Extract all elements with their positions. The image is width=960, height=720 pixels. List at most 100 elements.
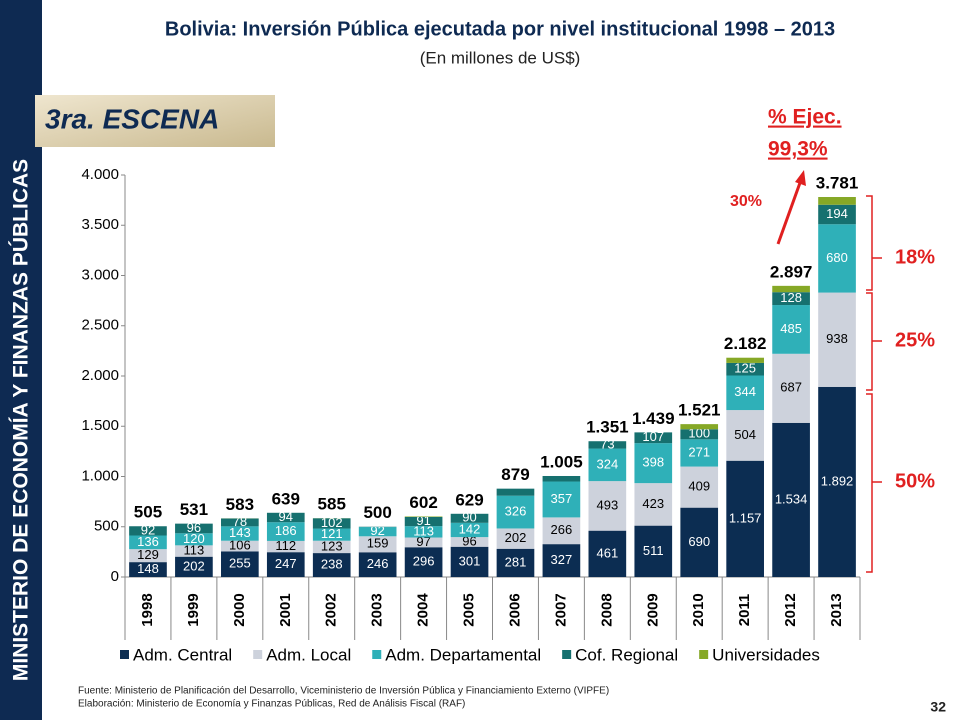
total-label: 3.781 <box>816 173 859 192</box>
bar-segment <box>726 460 764 577</box>
brackets <box>866 195 882 573</box>
x-tick-label: 2011 <box>736 594 753 627</box>
value-label: 409 <box>688 479 710 494</box>
value-label: 238 <box>321 556 343 571</box>
bar-segment <box>404 547 443 577</box>
legend-swatch <box>120 650 129 659</box>
value-label: 107 <box>642 429 664 444</box>
bar-segment <box>221 551 259 577</box>
bar-segment <box>175 523 213 534</box>
value-label: 113 <box>413 523 434 538</box>
total-label: 629 <box>455 490 483 509</box>
value-label: 120 <box>183 531 205 546</box>
x-tick-label: 2006 <box>506 593 523 626</box>
sidebar-text: MINISTERIO DE ECONOMÍA Y FINANZAS PÚBLIC… <box>9 159 33 681</box>
bar-segment <box>726 357 764 363</box>
footnote: Elaboración: Ministerio de Economía y Fi… <box>78 699 465 710</box>
value-label: 78 <box>233 514 247 529</box>
bar-segment <box>358 552 397 577</box>
bar-segment <box>450 513 489 523</box>
legend-label: Adm. Central <box>133 645 232 664</box>
bar-segment <box>312 553 351 577</box>
bar-segment <box>175 533 213 546</box>
y-tick-label: 3.000 <box>81 266 119 283</box>
value-label: 143 <box>229 525 251 540</box>
bar-segment <box>588 448 627 482</box>
value-label: 511 <box>643 543 664 558</box>
bar-segment <box>450 522 489 538</box>
y-tick-label: 1.500 <box>81 417 119 434</box>
total-label: 879 <box>501 465 529 484</box>
bar-segment <box>680 507 719 577</box>
bar-segment <box>496 495 535 529</box>
x-tick-label: 1999 <box>185 593 202 626</box>
x-tick-label: 2004 <box>415 593 432 627</box>
bar-segment <box>496 488 535 496</box>
value-label: 112 <box>275 538 296 553</box>
value-label: 123 <box>321 538 343 553</box>
legend-label: Adm. Departamental <box>385 645 541 664</box>
value-label: 91 <box>416 513 430 528</box>
value-label: 96 <box>187 520 201 535</box>
total-label: 1.521 <box>678 401 721 420</box>
bar-segment <box>680 439 719 467</box>
annotation: 50% <box>895 470 935 492</box>
annotation: 30% <box>730 193 762 210</box>
value-label: 938 <box>826 331 848 346</box>
x-tick-label: 2005 <box>461 593 478 626</box>
total-label: 500 <box>363 503 391 522</box>
value-label: 357 <box>551 491 573 506</box>
bar-segment <box>542 544 581 577</box>
total-label: 531 <box>180 500 208 519</box>
total-label: 505 <box>134 503 162 522</box>
bar-segment <box>450 546 489 577</box>
bar-segment <box>542 475 581 482</box>
value-label: 142 <box>459 521 481 536</box>
total-label: 639 <box>272 489 300 508</box>
bar-segment <box>450 537 489 547</box>
value-label: 266 <box>551 522 573 537</box>
bar-segment <box>312 518 351 529</box>
x-tick-label: 2009 <box>644 593 661 626</box>
value-label: 102 <box>321 515 343 530</box>
bar-segment <box>312 528 351 541</box>
total-label: 585 <box>318 495 346 514</box>
y-tick-label: 4.000 <box>81 166 119 183</box>
bar-segment <box>680 466 719 508</box>
bar-segment <box>496 528 535 549</box>
legend-swatch <box>699 650 709 659</box>
value-label: 326 <box>505 504 527 519</box>
value-label: 136 <box>137 534 159 549</box>
value-label: 493 <box>596 497 618 512</box>
y-tick-label: 0 <box>111 568 119 585</box>
bar-segment <box>726 375 764 411</box>
value-label: 423 <box>642 496 664 511</box>
value-label: 327 <box>551 552 573 567</box>
bar-segment <box>175 556 213 577</box>
value-label: 97 <box>416 534 430 549</box>
legend-label: Cof. Regional <box>575 645 678 664</box>
scene-label: 3ra. ESCENA <box>45 103 219 134</box>
bar-segment <box>680 424 719 430</box>
annotation: 99,3% <box>768 138 828 161</box>
bar-segment <box>175 545 213 557</box>
value-label: 92 <box>141 522 155 537</box>
value-label: 128 <box>780 290 802 305</box>
bar-segment <box>588 530 627 577</box>
bar-segment <box>358 527 397 537</box>
value-label: 504 <box>734 427 756 442</box>
bar-segment <box>818 224 856 293</box>
value-label: 125 <box>734 361 756 376</box>
bar-segment <box>129 549 167 563</box>
bar-segment <box>726 362 764 376</box>
value-label: 680 <box>826 250 848 265</box>
bar-segment <box>634 525 673 577</box>
bar-segment <box>818 292 856 387</box>
value-label: 92 <box>370 523 384 538</box>
total-label: 1.439 <box>632 409 675 428</box>
value-label: 344 <box>734 384 756 399</box>
value-label: 271 <box>688 444 710 459</box>
x-tick-label: 2010 <box>690 593 707 626</box>
scene-box <box>35 95 275 147</box>
